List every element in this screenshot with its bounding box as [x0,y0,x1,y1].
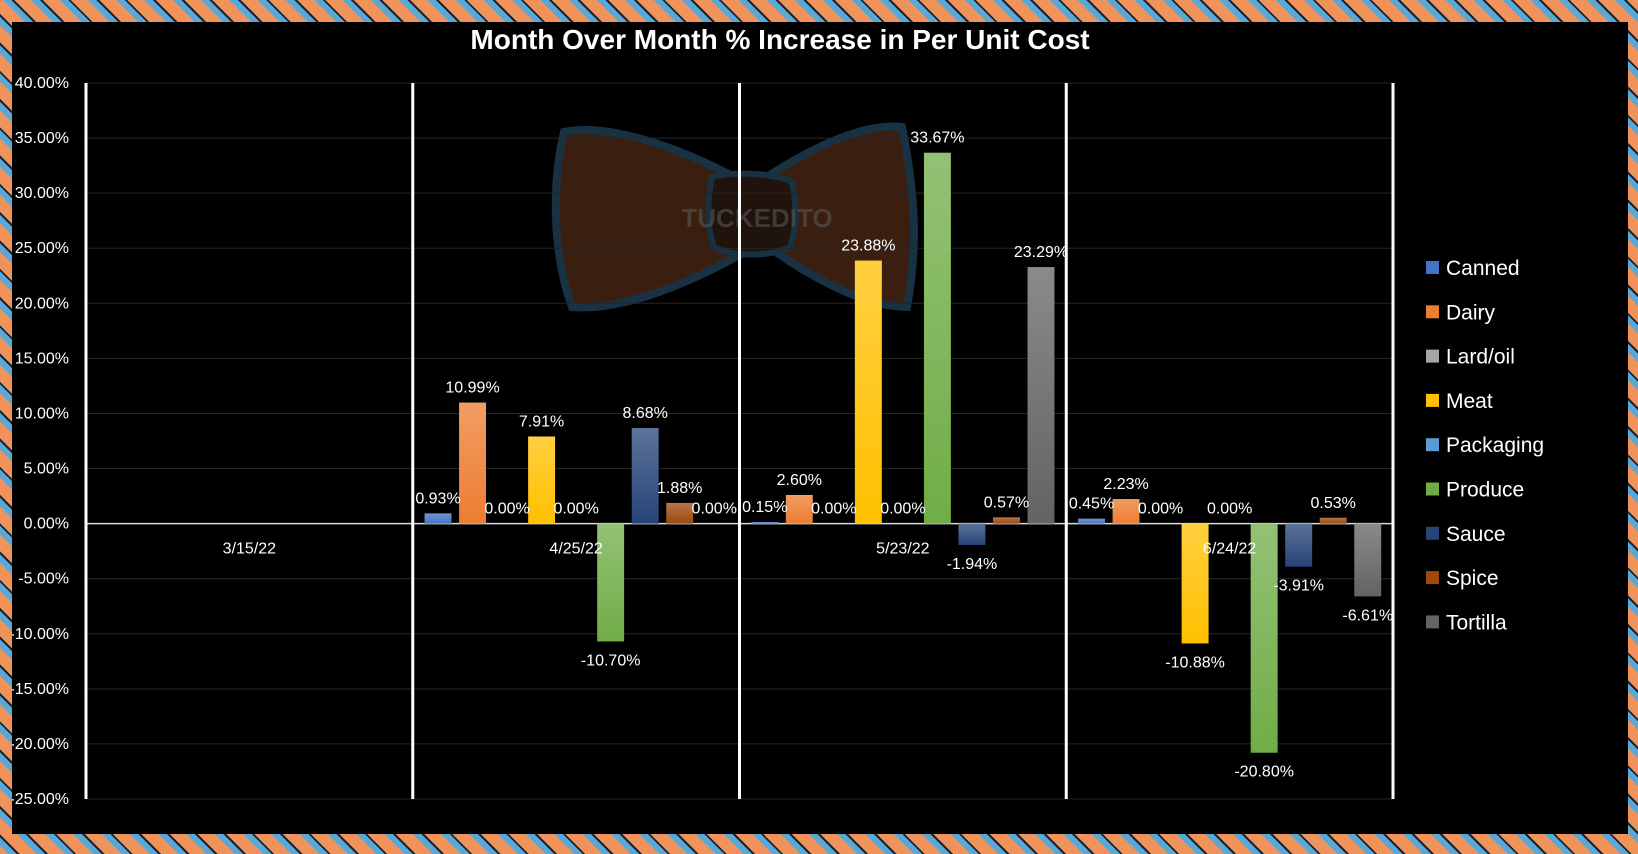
y-tick-label: -15.00% [12,681,69,698]
data-label: 23.29% [1014,244,1068,261]
bar-shine [923,152,951,524]
legend-label: Produce [1446,479,1524,502]
legend-label: Spice [1446,567,1499,590]
data-label: 7.91% [519,413,564,430]
data-label: 2.23% [1103,476,1148,493]
watermark-text: TUCKEDITO [681,203,832,233]
y-tick-label: 20.00% [15,295,69,312]
legend-swatch [1426,261,1439,274]
data-label: 0.57% [984,494,1029,511]
data-label: 0.00% [553,501,598,518]
bar-shine [631,428,659,524]
data-label: 2.60% [777,472,822,489]
bar-shine [751,521,779,524]
data-label: -6.61% [1342,607,1393,624]
bar-shine [1319,517,1347,524]
data-label: 0.93% [415,490,460,507]
bar-shine [1250,523,1278,753]
bar-shine [424,513,452,524]
bar-shine [1354,523,1382,597]
bar-shine [854,260,882,524]
y-tick-label: 15.00% [15,350,69,367]
bowtie-logo [551,122,918,312]
legend-swatch [1426,305,1439,319]
y-tick-label: 0.00% [24,516,69,533]
data-label: -20.80% [1234,764,1294,781]
legend-swatch [1426,393,1439,407]
y-tick-label: 25.00% [15,240,69,257]
category-label: 4/25/22 [549,541,602,558]
bar-shine [1181,523,1209,644]
y-tick-label: 30.00% [15,185,69,202]
bar-shine [459,402,487,524]
data-label: -1.94% [947,556,998,573]
legend-label: Meat [1446,390,1493,413]
bar-shine [666,502,694,524]
bar-shine [1027,267,1055,524]
data-label: 33.67% [910,130,964,147]
legend-label: Sauce [1446,523,1506,546]
legend-label: Lard/oil [1446,346,1515,369]
data-label: 0.45% [1069,496,1114,513]
y-tick-label: -25.00% [12,791,69,808]
y-tick-label: -5.00% [18,571,69,588]
legend-swatch [1426,615,1439,629]
data-label: 0.00% [811,501,856,518]
bar-shine [1112,499,1140,524]
legend-swatch [1426,438,1439,452]
legend-swatch [1426,482,1439,496]
data-label: 0.00% [1138,501,1183,518]
chart-title: Month Over Month % Increase in Per Unit … [470,24,1089,55]
y-tick-label: 35.00% [15,130,69,147]
data-label: 0.00% [880,501,925,518]
legend-label: Tortilla [1446,611,1507,634]
data-label: 0.00% [484,501,529,518]
legend-swatch [1426,349,1439,363]
data-label: -10.70% [581,652,641,669]
bar-shine [785,494,813,524]
data-label: 8.68% [622,405,667,422]
data-label: 0.15% [742,499,787,516]
data-label: 23.88% [841,238,895,255]
category-label: 3/15/22 [223,541,276,558]
bar-shine [958,523,986,545]
legend-swatch [1426,571,1439,585]
data-label: 0.00% [692,501,737,518]
bar-chart: Month Over Month % Increase in Per Unit … [9,24,1544,808]
data-label: -3.91% [1273,578,1324,595]
data-label: -10.88% [1165,654,1225,671]
y-tick-label: 40.00% [15,75,69,92]
legend-label: Packaging [1446,434,1544,457]
y-tick-label: -20.00% [12,736,69,753]
y-tick-label: 5.00% [24,461,69,478]
data-label: 0.53% [1311,495,1356,512]
category-label: 6/24/22 [1203,541,1256,558]
category-label: 5/23/22 [876,541,929,558]
data-label: 0.00% [1207,501,1252,518]
bar-shine [1285,523,1313,567]
chart-area: Month Over Month % Increase in Per Unit … [9,22,1628,834]
legend-swatch [1426,526,1439,540]
bar-shine [1078,518,1105,524]
bar-shine [992,517,1020,524]
legend-label: Canned [1446,257,1520,280]
y-tick-label: -10.00% [12,626,69,643]
bar-shine [597,523,625,642]
data-label: 1.88% [657,480,702,497]
legend-label: Dairy [1446,301,1496,324]
data-label: 10.99% [445,380,499,397]
bar-shine [528,436,556,524]
y-tick-label: 10.00% [15,405,69,422]
